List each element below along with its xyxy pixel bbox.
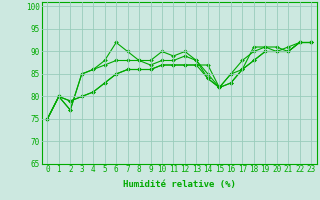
X-axis label: Humidité relative (%): Humidité relative (%) — [123, 180, 236, 189]
